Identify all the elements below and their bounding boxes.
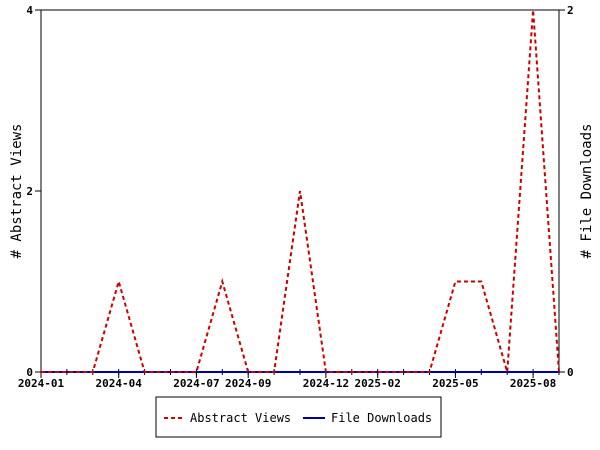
series-line-abstract-views	[41, 9, 560, 373]
series-group	[41, 9, 560, 373]
x-ticks: 2024-01 2024-04 2024-07 2024-09 2024-12 2025-…	[18, 372, 556, 390]
y2-tick-label: 2	[567, 4, 574, 17]
x-tick-label: 2024-07	[173, 377, 219, 390]
x-tick-label: 2024-04	[96, 377, 143, 390]
x-tick-label: 2024-12	[303, 377, 349, 390]
y2-axis-title: # File Downloads	[579, 124, 595, 259]
x-tick-label: 2025-08	[510, 377, 556, 390]
y-axis-title: # Abstract Views	[9, 124, 25, 259]
x-tick-label: 2024-09	[225, 377, 271, 390]
x-tick-label: 2024-01	[18, 377, 65, 390]
legend-box	[155, 396, 442, 438]
y2-ticks: 02	[559, 4, 574, 379]
y-ticks: 0 2 4	[26, 4, 41, 379]
y-tick-label: 0	[26, 366, 33, 379]
legend-label-file-downloads: File Downloads	[331, 411, 432, 425]
x-tick-label: 2025-05	[432, 377, 478, 390]
legend: Abstract Views File Downloads	[155, 396, 442, 438]
y-tick-label: 4	[26, 4, 33, 17]
legend-label-abstract-views: Abstract Views	[190, 411, 291, 425]
y-tick-label: 2	[26, 185, 33, 198]
y2-tick-label: 0	[567, 366, 574, 379]
x-tick-label: 2025-02	[355, 377, 401, 390]
